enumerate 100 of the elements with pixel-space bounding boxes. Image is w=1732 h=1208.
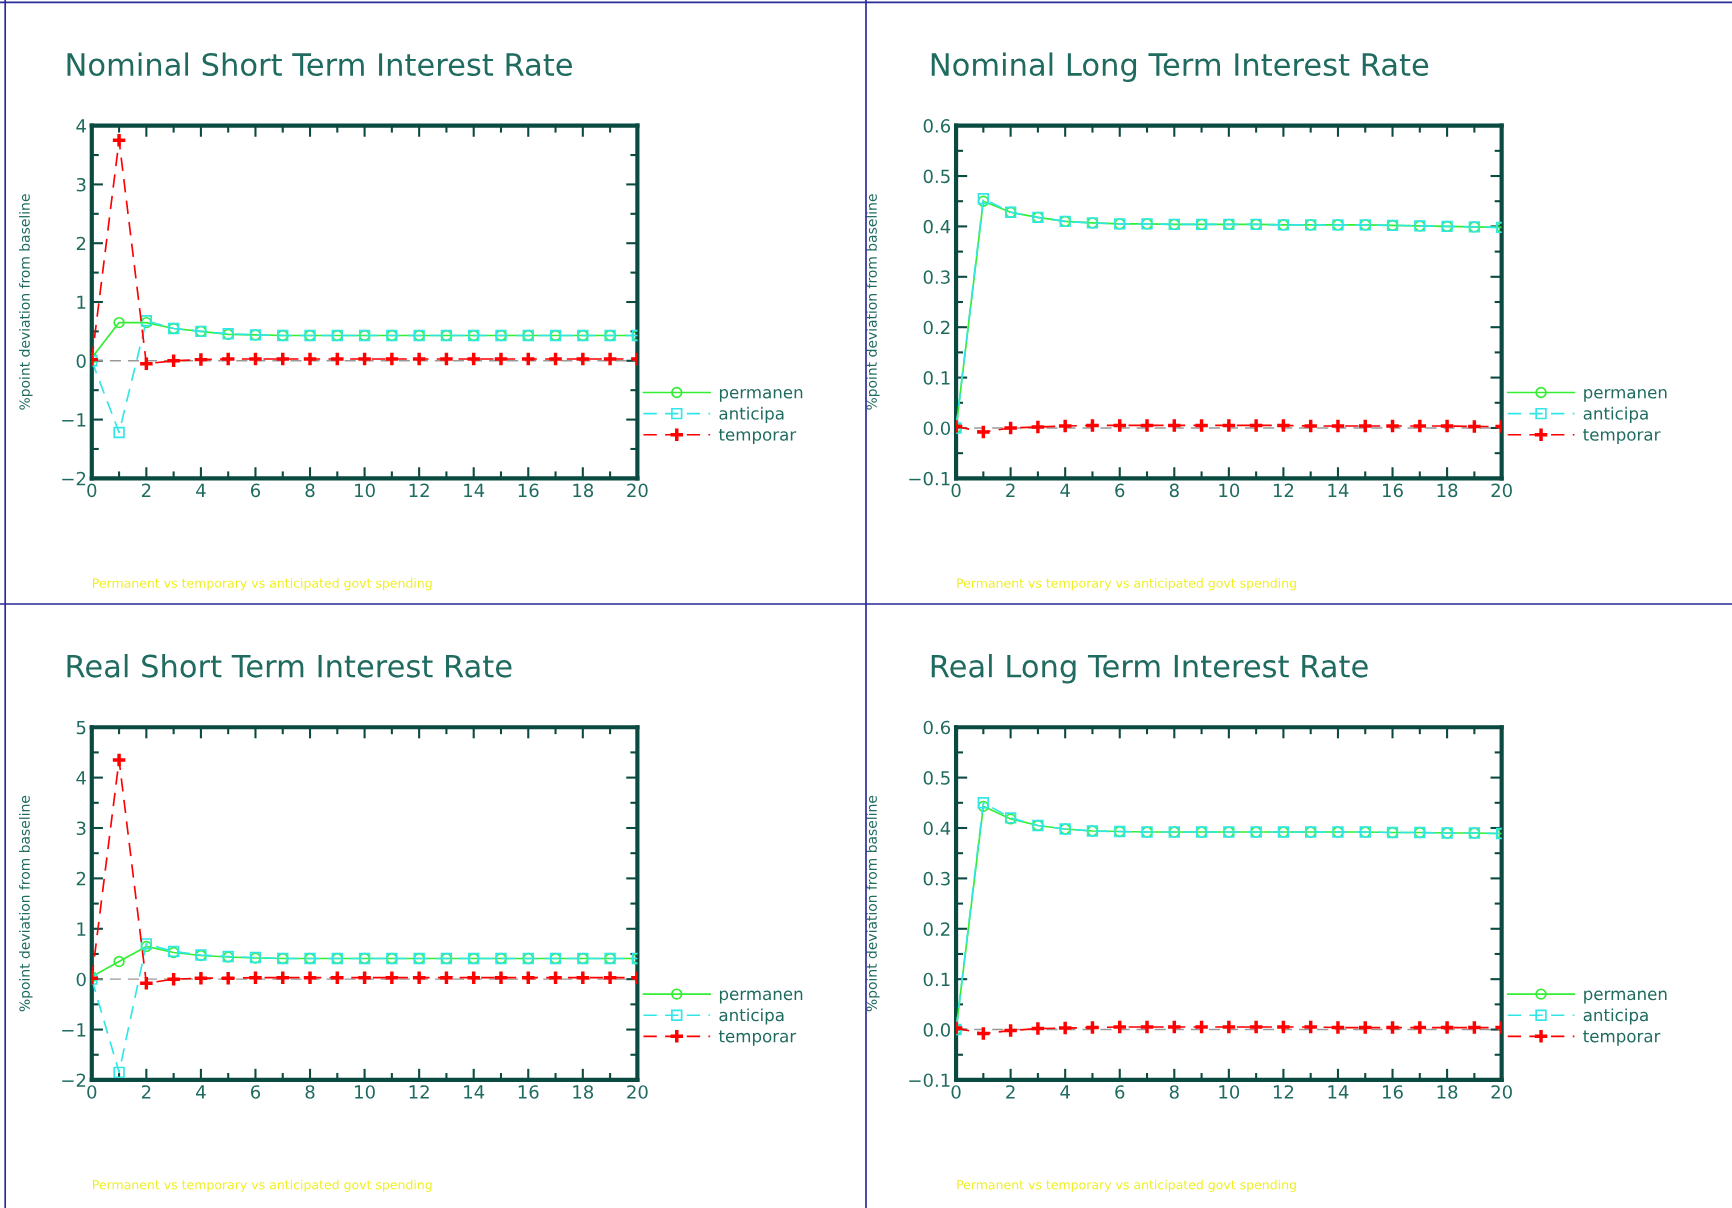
point (274, 351, 291, 368)
point (438, 969, 455, 986)
y-tick-label: −2 (62, 1073, 86, 1087)
point (1439, 417, 1456, 434)
point (1248, 1019, 1265, 1036)
y-tick-label: 0.3 (923, 270, 950, 284)
x-tick-label: 10 (1219, 483, 1240, 498)
point (165, 971, 182, 988)
point (1084, 417, 1101, 434)
y-tick-label: 4 (76, 771, 86, 785)
x-tick-label: 6 (250, 483, 261, 498)
point (247, 969, 264, 986)
point (138, 355, 155, 372)
x-tick-label: 4 (196, 483, 206, 497)
point (411, 969, 428, 986)
legend-label: anticipa (719, 406, 784, 423)
point (1357, 417, 1374, 434)
point (1466, 1019, 1483, 1036)
point (1139, 1019, 1156, 1036)
legend-label: anticipa (1583, 406, 1648, 423)
y-tick-label: 5 (76, 720, 86, 735)
y-tick-label: 1 (77, 922, 86, 936)
legend-label: permanen (719, 990, 803, 1004)
point (192, 351, 209, 368)
point (329, 351, 346, 368)
y-tick-label: 0.0 (923, 421, 950, 436)
point (1466, 418, 1483, 435)
point (1193, 417, 1210, 434)
point (1193, 1019, 1210, 1036)
y-axis-title: %point deviation from baseline (19, 194, 33, 410)
point (520, 969, 537, 986)
y-tick-label: −0.1 (909, 1073, 950, 1088)
y-tick-label: 0.6 (923, 119, 951, 133)
point (1111, 1019, 1128, 1036)
legend-label: temporar (718, 1030, 797, 1046)
point (113, 1066, 125, 1079)
x-tick-label: 8 (1169, 483, 1179, 498)
y-tick-label: −1 (62, 413, 86, 427)
x-tick-label: 20 (1491, 1085, 1512, 1099)
x-tick-label: 8 (1169, 1085, 1179, 1099)
point (329, 969, 346, 986)
point (1220, 417, 1237, 434)
point (1275, 1019, 1292, 1036)
point (1384, 1019, 1401, 1036)
x-tick-label: 6 (1115, 1085, 1125, 1099)
point (113, 426, 125, 439)
y-tick-label: 3 (76, 821, 86, 836)
point (1275, 417, 1292, 434)
point (1057, 417, 1074, 434)
x-tick-label: 14 (464, 483, 485, 497)
x-tick-label: 8 (305, 483, 315, 498)
point (438, 351, 455, 368)
legend-label: temporar (718, 428, 797, 445)
y-axis-title: %point deviation from baseline (19, 795, 33, 1012)
point (547, 351, 564, 368)
point (1329, 417, 1346, 434)
point (302, 969, 319, 986)
text: Permanent vs temporary vs anticipated govt spending (93, 1179, 432, 1192)
point (1248, 417, 1265, 434)
y-tick-label: 0.2 (923, 320, 950, 335)
point (274, 969, 291, 986)
text: Permanent vs temporary vs anticipated govt spending (957, 1179, 1296, 1192)
x-tick-label: 10 (355, 1085, 375, 1099)
point (302, 351, 319, 368)
point (1111, 417, 1128, 434)
point (1384, 417, 1401, 434)
x-tick-label: 4 (1060, 483, 1070, 497)
y-axis-title: %point deviation from baseline (866, 795, 880, 1012)
point (1057, 1020, 1074, 1037)
point (1139, 417, 1156, 434)
text: Permanent vs temporary vs anticipated govt spending (957, 578, 1296, 591)
point (602, 351, 619, 368)
x-tick-label: 16 (518, 1085, 539, 1099)
point (138, 975, 155, 992)
y-tick-label: 4 (76, 119, 86, 133)
x-tick-label: 20 (627, 483, 648, 498)
point (465, 969, 482, 986)
x-tick-label: 12 (1273, 483, 1294, 497)
x-tick-label: 10 (355, 483, 375, 498)
point (113, 955, 125, 968)
point (520, 351, 537, 368)
point (1002, 1022, 1019, 1039)
point (547, 969, 564, 986)
x-tick-label: 10 (1219, 1085, 1240, 1099)
x-tick-label: 18 (1437, 1085, 1458, 1099)
point (1166, 1019, 1183, 1036)
point (1411, 1019, 1428, 1036)
x-tick-label: 6 (250, 1085, 261, 1099)
point (975, 424, 992, 440)
legend-label: temporar (1583, 1030, 1661, 1046)
chart-title: Real Long Term Interest Rate (931, 654, 1368, 684)
point (492, 351, 509, 368)
x-tick-label: 18 (573, 1085, 594, 1099)
point (1084, 1019, 1101, 1036)
y-tick-label: −0.1 (909, 471, 950, 486)
point (492, 969, 509, 986)
x-tick-label: 8 (305, 1085, 315, 1099)
x-tick-label: 0 (87, 1085, 97, 1099)
x-tick-label: 2 (141, 1085, 151, 1099)
point (220, 351, 237, 368)
